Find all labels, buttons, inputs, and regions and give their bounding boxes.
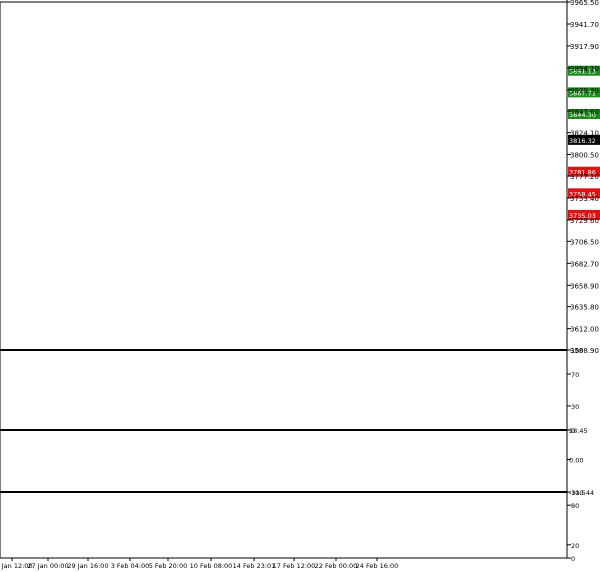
level-price-tag — [568, 188, 600, 199]
current-price-tag — [568, 134, 600, 145]
y-tick-label: 3965.50 — [570, 0, 599, 7]
stoch-tick-label: 80 — [571, 502, 579, 510]
macd-tick-label: 0.00 — [569, 456, 583, 464]
stoch-tick-label: 20 — [571, 542, 579, 550]
y-tick-label: 3941.70 — [570, 21, 599, 29]
stoch-tick-label: 100 — [571, 489, 583, 497]
y-tick-label: 3729.60 — [570, 217, 599, 225]
x-tick-label: 3 Feb 04:00 — [111, 562, 150, 570]
panel-frame — [0, 349, 568, 431]
x-tick-label: 24 Feb 16:00 — [356, 562, 399, 570]
level-price-tag — [568, 87, 600, 98]
panel-frame — [0, 429, 568, 493]
rsi-tick-label: 70 — [571, 371, 579, 379]
macd-tick-label: 28.45 — [569, 427, 588, 435]
y-tick-label: 3777.20 — [570, 173, 599, 181]
x-tick-label: 27 Jan 00:00 — [27, 562, 68, 570]
y-tick-label: 3706.50 — [570, 238, 599, 246]
level-price-tag-text: 3735.03 — [569, 212, 596, 220]
x-tick-label: 10 Feb 08:00 — [190, 562, 233, 570]
y-tick-label: 3894.10 — [570, 65, 599, 73]
macd-tick-label: -31.544 — [569, 489, 594, 497]
y-tick-label: 3847.60 — [570, 108, 599, 116]
level-price-tag-text: 3891.13 — [569, 68, 596, 76]
y-tick-label: 3800.50 — [570, 151, 599, 159]
y-tick-label: 3753.40 — [570, 195, 599, 203]
level-price-tag-text: 3867.71 — [569, 89, 596, 97]
y-tick-label: 3824.10 — [570, 130, 599, 138]
y-tick-label: 3917.90 — [570, 43, 599, 51]
x-tick-label: 22 Feb 00:00 — [315, 562, 358, 570]
x-tick-label: 14 Feb 23:01 — [233, 562, 276, 570]
x-tick-label: 17 Feb 12:00 — [273, 562, 316, 570]
rsi-tick-label: 30 — [571, 403, 579, 411]
level-price-tag — [568, 108, 600, 119]
panel-frame — [0, 491, 568, 559]
level-price-tag-text: 3844.30 — [569, 111, 596, 119]
stoch-tick-label: 0 — [571, 555, 575, 563]
level-price-tag — [568, 166, 600, 177]
level-price-tag — [568, 65, 600, 76]
y-tick-label: 3658.90 — [570, 282, 599, 290]
x-tick-label: 29 Jan 16:00 — [67, 562, 108, 570]
panel-frame — [0, 1, 568, 351]
y-tick-label: 3870.30 — [570, 87, 599, 95]
level-price-tag-text: 3758.45 — [569, 190, 596, 198]
y-tick-label: 3588.90 — [570, 347, 599, 355]
x-tick-label: 26 Jan 12:00 — [0, 562, 33, 570]
level-price-tag — [568, 209, 600, 220]
level-price-tag-text: 3781.86 — [569, 169, 596, 177]
y-tick-label: 3682.70 — [570, 260, 599, 268]
y-tick-label: 3635.80 — [570, 304, 599, 312]
rsi-tick-label: 0 — [571, 427, 575, 435]
y-tick-label: 3612.00 — [570, 326, 599, 334]
current-price-text: 3816.32 — [569, 137, 596, 145]
x-tick-label: 5 Feb 20:00 — [149, 562, 188, 570]
rsi-tick-label: 100 — [571, 347, 583, 355]
